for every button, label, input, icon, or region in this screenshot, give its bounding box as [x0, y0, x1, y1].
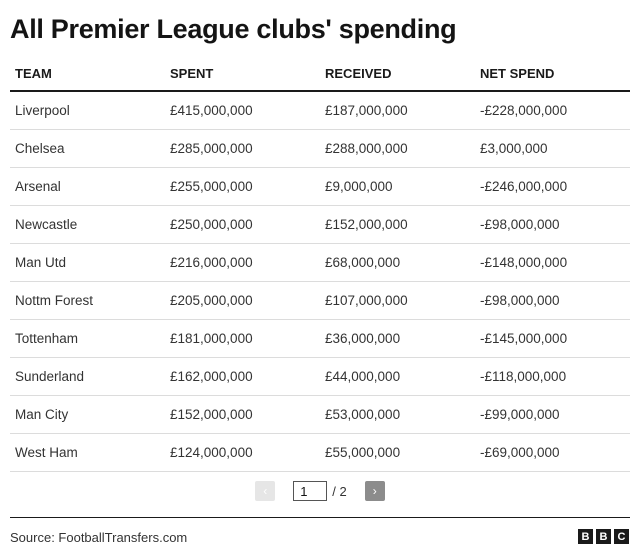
cell-team: West Ham [15, 445, 78, 460]
pagination: ‹ / 2 › [0, 480, 640, 502]
table-row: Arsenal £255,000,000 £9,000,000 -£246,000,0… [10, 168, 630, 206]
cell-received: £9,000,000 [325, 179, 393, 194]
cell-spent: £124,000,000 [170, 445, 253, 460]
logo-letter-c: C [614, 529, 629, 544]
chevron-left-icon: ‹ [263, 484, 268, 498]
cell-received: £187,000,000 [325, 103, 408, 118]
table-row: Nottm Forest £205,000,000 £107,000,000 -£98… [10, 282, 630, 320]
header-spent: SPENT [170, 65, 214, 81]
cell-spent: £152,000,000 [170, 407, 253, 422]
next-page-button[interactable]: › [364, 481, 385, 501]
cell-net-spend: -£148,000,000 [480, 255, 568, 270]
cell-team: Nottm Forest [15, 293, 94, 308]
header-team: TEAM [15, 65, 52, 81]
table-row: Man Utd £216,000,000 £68,000,000 -£148,000,… [10, 244, 630, 282]
footer-divider [10, 517, 630, 518]
cell-net-spend: -£145,000,000 [480, 331, 568, 346]
chevron-right-icon: › [372, 484, 377, 498]
cell-received: £68,000,000 [325, 255, 401, 270]
header-net-spend: NET SPEND [480, 65, 555, 81]
chart-title: All Premier League clubs' spending [10, 14, 457, 44]
cell-received: £36,000,000 [325, 331, 401, 346]
table-body: Liverpool £415,000,000 £187,000,000 -£228,0… [10, 92, 630, 472]
table-header: TEAM SPENT RECEIVED NET SPEND [10, 56, 630, 92]
cell-spent: £250,000,000 [170, 217, 253, 232]
cell-team: Sunderland [15, 369, 85, 384]
cell-net-spend: -£246,000,000 [480, 179, 568, 194]
table-row: West Ham £124,000,000 £55,000,000 -£69,000,… [10, 434, 630, 472]
prev-page-button[interactable]: ‹ [255, 481, 276, 501]
bbc-logo: B B C [578, 529, 629, 544]
source-text: Source: FootballTransfers.com [10, 530, 188, 545]
cell-spent: £181,000,000 [170, 331, 253, 346]
cell-spent: £255,000,000 [170, 179, 253, 194]
cell-spent: £205,000,000 [170, 293, 253, 308]
cell-received: £152,000,000 [325, 217, 408, 232]
table-row: Man City £152,000,000 £53,000,000 -£99,000,… [10, 396, 630, 434]
cell-received: £107,000,000 [325, 293, 408, 308]
table-row: Liverpool £415,000,000 £187,000,000 -£228,0… [10, 92, 630, 130]
cell-received: £53,000,000 [325, 407, 401, 422]
cell-net-spend: -£118,000,000 [480, 369, 567, 384]
cell-net-spend: -£228,000,000 [480, 103, 568, 118]
header-received: RECEIVED [325, 65, 392, 81]
cell-team: Man City [15, 407, 69, 422]
page-total-label: / 2 [332, 483, 347, 499]
cell-spent: £415,000,000 [170, 103, 253, 118]
table-row: Chelsea £285,000,000 £288,000,000 £3,000,00… [10, 130, 630, 168]
cell-team: Man Utd [15, 255, 67, 270]
cell-spent: £162,000,000 [170, 369, 253, 384]
cell-net-spend: £3,000,000 [480, 141, 548, 156]
cell-team: Chelsea [15, 141, 65, 156]
cell-spent: £216,000,000 [170, 255, 253, 270]
logo-letter-b2: B [596, 529, 611, 544]
cell-received: £44,000,000 [325, 369, 401, 384]
cell-team: Newcastle [15, 217, 78, 232]
cell-net-spend: -£99,000,000 [480, 407, 560, 422]
cell-team: Liverpool [15, 103, 70, 118]
cell-team: Arsenal [15, 179, 61, 194]
spending-table: TEAM SPENT RECEIVED NET SPEND Liverpool £… [10, 56, 630, 472]
logo-letter-b1: B [578, 529, 593, 544]
table-row: Tottenham £181,000,000 £36,000,000 -£145,00… [10, 320, 630, 358]
cell-net-spend: -£69,000,000 [480, 445, 560, 460]
cell-net-spend: -£98,000,000 [480, 293, 560, 308]
cell-received: £55,000,000 [325, 445, 401, 460]
cell-received: £288,000,000 [325, 141, 408, 156]
cell-team: Tottenham [15, 331, 79, 346]
table-row: Newcastle £250,000,000 £152,000,000 -£98,00… [10, 206, 630, 244]
page-number-input[interactable] [293, 481, 328, 501]
cell-spent: £285,000,000 [170, 141, 253, 156]
table-row: Sunderland £162,000,000 £44,000,000 -£118,0… [10, 358, 630, 396]
cell-net-spend: -£98,000,000 [480, 217, 560, 232]
